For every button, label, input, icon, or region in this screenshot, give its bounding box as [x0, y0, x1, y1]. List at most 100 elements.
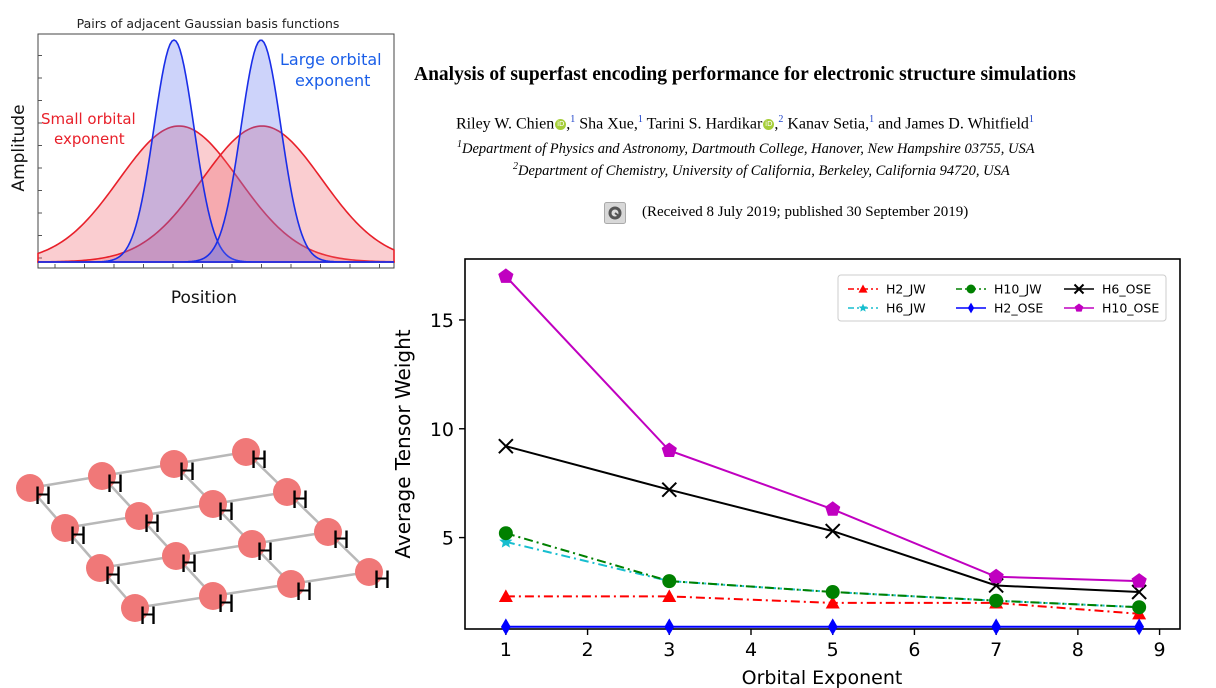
gaussian-ylabel: Amplitude	[9, 104, 29, 191]
data-point	[988, 568, 1004, 584]
gaussian-title: Pairs of adjacent Gaussian basis functio…	[77, 16, 340, 31]
y-tick-label: 10	[430, 419, 454, 441]
chart-xlabel: Orbital Exponent	[742, 667, 903, 688]
series-line	[505, 532, 1140, 609]
lattice-atoms: H H H HH H H HH H H HH H H H	[16, 438, 391, 630]
data-point	[989, 593, 1004, 608]
hydrogen-atom-label: H	[291, 486, 309, 514]
data-point	[1131, 573, 1147, 588]
check-updates-icon[interactable]	[604, 202, 626, 224]
hydrogen-atom	[125, 502, 153, 530]
chart-ylabel: Average Tensor Weight	[391, 329, 415, 558]
affiliation-2: 2Department of Chemistry, University of …	[513, 161, 1010, 180]
y-tick-label: 5	[442, 528, 454, 550]
data-point	[498, 526, 513, 541]
small-exponent-label-line2: exponent	[54, 130, 125, 148]
hydrogen-atom-label: H	[139, 602, 157, 630]
data-point	[500, 618, 511, 636]
affiliation-2-text: Department of Chemistry, University of C…	[518, 162, 1010, 179]
hydrogen-atom	[51, 514, 79, 542]
hydrogen-atom-label: H	[332, 526, 350, 554]
small-gaussian-left	[37, 125, 395, 263]
hydrogen-atom	[16, 474, 44, 502]
hydrogen-atom	[314, 518, 342, 546]
hydrogen-atom	[121, 594, 149, 622]
legend-label: H10_OSE	[1102, 301, 1159, 316]
author-name[interactable]: James D. Whitfield	[905, 115, 1029, 133]
affiliation-sup[interactable]: 1	[637, 114, 643, 125]
large-exponent-label-line1: Large orbital	[280, 50, 382, 69]
chart-series	[498, 268, 1147, 636]
paper-title: Analysis of superfast encoding performan…	[414, 64, 1076, 85]
data-point	[858, 303, 868, 312]
chart-axes: 1 2 3 4 5 6 7 8 9 5 10 15	[430, 310, 1166, 661]
orcid-icon[interactable]: iD	[555, 119, 567, 131]
legend-label: H6_JW	[886, 301, 926, 316]
large-gaussian-right	[38, 39, 394, 263]
legend-label: H10_JW	[994, 282, 1042, 297]
data-point	[499, 534, 513, 548]
hydrogen-atom-label: H	[178, 458, 196, 486]
data-point	[498, 438, 514, 454]
x-tick-label: 7	[990, 639, 1002, 661]
hydrogen-atom-label: H	[69, 522, 87, 550]
data-point	[498, 268, 514, 283]
hydrogen-atom	[86, 554, 114, 582]
affiliation-sup[interactable]: 1	[869, 114, 875, 125]
y-tick-label: 15	[430, 310, 454, 332]
gaussian-xlabel: Position	[171, 288, 237, 308]
affiliation-sup[interactable]: 2	[778, 114, 784, 125]
data-point	[825, 523, 841, 539]
affiliation-2-sup: 2	[513, 161, 518, 172]
received-date: (Received 8 July 2019; published 30 Sept…	[642, 204, 969, 220]
x-tick-label: 3	[663, 639, 675, 661]
legend-label: H2_JW	[886, 282, 926, 297]
hydrogen-atom-label: H	[34, 482, 52, 510]
series-H10_OSE	[498, 268, 1147, 588]
hydrogen-atom-label: H	[104, 562, 122, 590]
author-name[interactable]: Sha Xue	[579, 115, 634, 133]
data-point	[661, 481, 677, 498]
hydrogen-atom	[273, 478, 301, 506]
small-gaussian-right	[37, 125, 395, 263]
data-point	[1074, 303, 1084, 312]
data-point	[661, 442, 677, 457]
affiliation-sup[interactable]: 1	[1028, 114, 1034, 125]
data-point	[825, 595, 840, 609]
affiliation-1: 1Department of Physics and Astronomy, Da…	[457, 139, 1035, 158]
data-point	[991, 618, 1002, 636]
data-point	[662, 574, 677, 589]
gaussian-figure: Pairs of adjacent Gaussian basis functio…	[9, 16, 395, 308]
large-exponent-label-line2: exponent	[295, 71, 370, 90]
x-tick-label: 4	[745, 639, 757, 661]
series-H10_JW	[498, 526, 1147, 615]
data-point	[498, 589, 513, 602]
data-point	[825, 585, 840, 599]
author-name[interactable]: Tarini S. Hardikar	[646, 115, 763, 133]
affiliation-sup[interactable]: 1	[570, 114, 576, 125]
data-point	[858, 284, 868, 293]
hydrogen-atom	[160, 450, 188, 478]
hydrogen-atom	[277, 570, 305, 598]
affiliation-1-sup: 1	[457, 139, 462, 150]
x-tick-label: 6	[908, 639, 920, 661]
orcid-icon[interactable]: iD	[763, 119, 775, 131]
author-list: Riley W. Chien iD ,1 Sha Xue,1 Tarini S. H…	[456, 114, 1034, 133]
author-name[interactable]: Kanav Setia	[787, 115, 866, 133]
hydrogen-atom-label: H	[256, 538, 274, 566]
hydrogen-atom	[88, 462, 116, 490]
data-point	[662, 589, 677, 602]
hydrogen-lattice-figure: H H H HH H H HH H H HH H H H	[16, 438, 391, 630]
hydrogen-atom-label: H	[217, 590, 235, 618]
gaussian-axes-frame	[37, 33, 395, 269]
author-name[interactable]: Riley W. Chien	[456, 115, 555, 133]
hydrogen-atom-label: H	[250, 446, 268, 474]
hydrogen-atom-label: H	[106, 470, 124, 498]
data-point	[1132, 600, 1147, 615]
data-point	[966, 284, 976, 294]
hydrogen-atom	[238, 530, 266, 558]
hydrogen-atom-label: H	[373, 566, 391, 594]
and-word: and	[878, 115, 902, 133]
x-tick-label: 2	[582, 639, 594, 661]
